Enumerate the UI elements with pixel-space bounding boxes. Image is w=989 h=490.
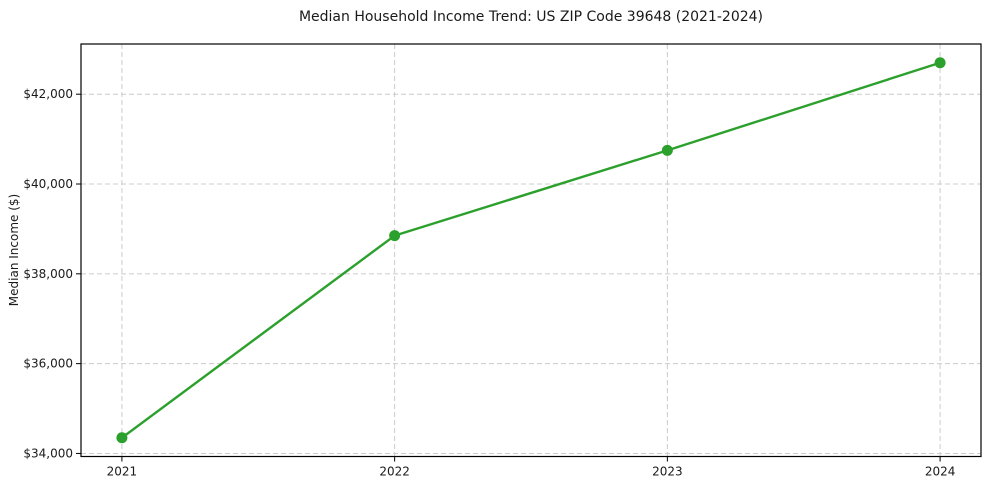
x-tick-label: 2022 <box>379 465 410 479</box>
chart-title: Median Household Income Trend: US ZIP Co… <box>299 9 763 25</box>
axes: 2021 2022 2023 2024 $34,000 $36,000 $38,000 $40… <box>23 43 982 479</box>
data-point-marker <box>934 57 946 69</box>
y-axis-label: Median Income ($) <box>7 194 21 306</box>
y-tick-label: $38,000 <box>23 267 73 281</box>
data-point-marker <box>661 144 673 156</box>
data-point-marker <box>116 432 128 444</box>
plot-border <box>80 43 982 458</box>
y-tick-label: $40,000 <box>23 177 73 191</box>
x-tick-label: 2024 <box>925 465 956 479</box>
grid <box>81 44 981 457</box>
x-tick-label: 2021 <box>107 465 138 479</box>
series <box>116 57 946 444</box>
y-tick-label: $34,000 <box>23 446 73 460</box>
x-tick-label: 2023 <box>652 465 683 479</box>
y-tick-label: $36,000 <box>23 357 73 371</box>
y-tick-label: $42,000 <box>23 87 73 101</box>
trend-line <box>120 61 942 439</box>
data-point-marker <box>389 230 401 242</box>
